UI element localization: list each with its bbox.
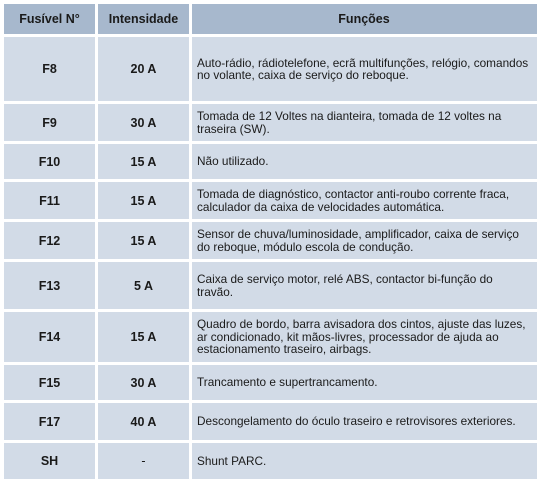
table-row: F14 15 A Quadro de bordo, barra avisador… [4,312,537,362]
fuse-cell: F11 [4,182,95,219]
table-row: SH - Shunt PARC. [4,443,537,479]
amp-cell: 15 A [98,312,189,362]
header-fuse-label: Fusível N° [19,12,80,26]
amp-value: 15 A [130,193,157,208]
function-text: Quadro de bordo, barra avisadora dos cin… [197,317,526,357]
amp-value: - [141,454,146,468]
function-cell: Descongelamento do óculo traseiro e retr… [192,403,537,440]
amp-value: 40 A [130,414,157,429]
function-text: Tomada de diagnóstico, contactor anti-ro… [197,187,510,214]
function-text: Não utilizado. [197,154,269,169]
function-cell: Quadro de bordo, barra avisadora dos cin… [192,312,537,362]
amp-value: 30 A [130,115,157,130]
table-row: F11 15 A Tomada de diagnóstico, contacto… [4,182,537,219]
table-row: F12 15 A Sensor de chuva/luminosidade, a… [4,222,537,259]
table-row: F13 5 A Caixa de serviço motor, relé ABS… [4,262,537,309]
function-text: Trancamento e supertrancamento. [197,375,378,390]
amp-value: 30 A [130,375,157,390]
fuse-cell: F13 [4,262,95,309]
fuse-number: F17 [38,414,61,429]
table-row: F17 40 A Descongelamento do óculo trasei… [4,403,537,440]
table-row: F9 30 A Tomada de 12 Voltes na dianteira… [4,104,537,141]
amp-value: 15 A [130,154,157,169]
amp-value: 15 A [130,233,157,248]
function-cell: Caixa de serviço motor, relé ABS, contac… [192,262,537,309]
fuse-number: F8 [42,62,57,76]
table-row: F10 15 A Não utilizado. [4,144,537,179]
function-cell: Sensor de chuva/luminosidade, amplificad… [192,222,537,259]
amp-cell: 30 A [98,365,189,400]
function-cell: Trancamento e supertrancamento. [192,365,537,400]
fuse-cell: F15 [4,365,95,400]
fuse-number: F13 [38,278,61,293]
header-intensity-label: Intensidade [108,12,179,26]
fuse-cell: F10 [4,144,95,179]
function-text: Shunt PARC. [197,453,267,468]
fuse-number: F11 [39,193,60,208]
amp-cell: 5 A [98,262,189,309]
fuse-number: F15 [38,375,61,390]
function-cell: Não utilizado. [192,144,537,179]
fuse-number: F14 [38,330,61,344]
fuse-number: SH [40,454,59,468]
amp-cell: 15 A [98,182,189,219]
function-text: Auto-rádio, rádiotelefone, ecrã multifun… [197,55,529,82]
function-cell: Tomada de diagnóstico, contactor anti-ro… [192,182,537,219]
table-row: F15 30 A Trancamento e supertrancamento. [4,365,537,400]
header-functions-label: Funções [338,12,390,26]
function-cell: Tomada de 12 Voltes na dianteira, tomada… [192,104,537,141]
function-text: Descongelamento do óculo traseiro e retr… [197,414,516,429]
fuse-number: F10 [38,154,61,169]
function-cell: Auto-rádio, rádiotelefone, ecrã multifun… [192,37,537,101]
amp-cell: 15 A [98,222,189,259]
amp-value: 5 A [134,278,153,293]
fuse-number: F9 [42,115,57,130]
amp-cell: - [98,443,189,479]
fuse-cell: F9 [4,104,95,141]
amp-value: 15 A [130,330,157,344]
amp-value: 20 A [130,62,157,76]
fuse-cell: F14 [4,312,95,362]
table-header: Fusível N° Intensidade Funções [4,4,537,34]
amp-cell: 30 A [98,104,189,141]
function-text: Tomada de 12 Voltes na dianteira, tomada… [197,109,502,136]
header-functions: Funções [192,4,537,34]
fuse-cell: SH [4,443,95,479]
header-intensity: Intensidade [98,4,189,34]
function-text: Caixa de serviço motor, relé ABS, contac… [197,272,493,299]
fuse-cell: F8 [4,37,95,101]
fuse-cell: F12 [4,222,95,259]
amp-cell: 20 A [98,37,189,101]
header-fuse: Fusível N° [4,4,95,34]
function-text: Sensor de chuva/luminosidade, amplificad… [197,227,519,254]
fuse-number: F12 [38,233,61,248]
fuse-cell: F17 [4,403,95,440]
amp-cell: 15 A [98,144,189,179]
function-cell: Shunt PARC. [192,443,537,479]
amp-cell: 40 A [98,403,189,440]
table-row: F8 20 A Auto-rádio, rádiotelefone, ecrã … [4,37,537,101]
